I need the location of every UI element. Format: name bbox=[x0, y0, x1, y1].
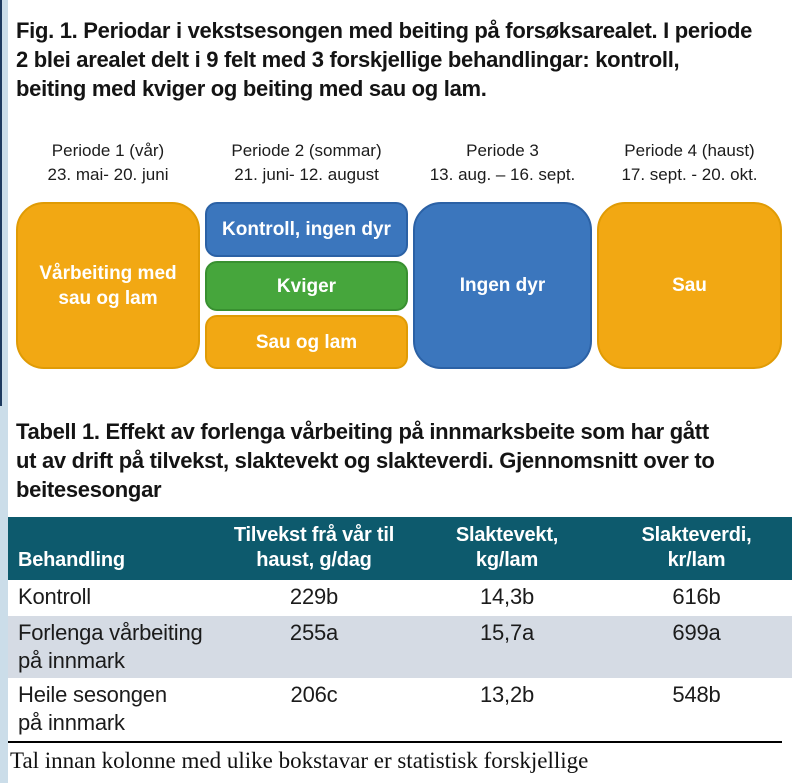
table-footnote: Tal innan kolonne med ulike bokstavar er… bbox=[8, 741, 782, 774]
cell-growth: 229b bbox=[289, 584, 339, 609]
figure-caption-line: 2 blei arealet delt i 9 felt med 3 forsk… bbox=[16, 47, 680, 72]
table-header-row: Behandling Tilvekst frå vår til haust, g… bbox=[8, 517, 792, 580]
cell-growth: 255a bbox=[215, 616, 413, 678]
table-caption-line: Tabell 1. Effekt av forlenga vårbeiting … bbox=[16, 419, 709, 444]
sau-og-lam-box: Sau og lam bbox=[205, 315, 408, 369]
table-row: Forlenga vårbeiting på innmark 255a 15,7… bbox=[8, 616, 792, 678]
cell-carcass-value: 548b bbox=[672, 682, 721, 707]
kviger-box: Kviger bbox=[205, 261, 408, 311]
period-4-column: Periode 4 (haust) 17. sept. - 20. okt. S… bbox=[597, 139, 782, 369]
cell-carcass-value: 699a bbox=[601, 616, 792, 678]
left-border-line bbox=[0, 0, 2, 406]
figure-caption-line: Fig. 1. Periodar i vekstsesongen med bei… bbox=[16, 18, 753, 43]
period-1-column: Periode 1 (vår) 23. mai- 20. juni Vårbei… bbox=[16, 139, 200, 369]
period-2-treatment-stack: Kontroll, ingen dyr Kviger Sau og lam bbox=[205, 202, 408, 369]
cell-carcass-weight: 15,7a bbox=[413, 616, 601, 678]
varbeiting-box: Vårbeiting med sau og lam bbox=[16, 202, 200, 369]
column-header-behandling: Behandling bbox=[8, 517, 215, 580]
column-header-slakteverdi: Slakteverdi, kr/lam bbox=[601, 517, 792, 580]
cell-treatment: Kontroll bbox=[18, 584, 91, 609]
table-row: Heile sesongen på innmark 206c 13,2b 548… bbox=[8, 678, 792, 741]
sau-box: Sau bbox=[597, 202, 782, 369]
table-caption-line: beitesesongar bbox=[16, 477, 162, 502]
table-caption-line: ut av drift på tilvekst, slaktevekt og s… bbox=[16, 448, 715, 473]
period-1-label: Periode 1 (vår) 23. mai- 20. juni bbox=[47, 141, 169, 184]
cell-carcass-weight: 14,3b bbox=[479, 584, 535, 609]
cell-carcass-value: 616b bbox=[672, 584, 721, 609]
treatments-results-table: Behandling Tilvekst frå vår til haust, g… bbox=[8, 517, 792, 741]
period-3-label: Periode 3 13. aug. – 16. sept. bbox=[429, 141, 576, 184]
grazing-periods-diagram: Periode 1 (vår) 23. mai- 20. juni Vårbei… bbox=[16, 139, 782, 369]
table-caption: Tabell 1. Effekt av forlenga vårbeiting … bbox=[16, 417, 792, 504]
ingen-dyr-box: Ingen dyr bbox=[413, 202, 592, 369]
period-3-column: Periode 3 13. aug. – 16. sept. Ingen dyr bbox=[413, 139, 592, 369]
left-accent-stripe bbox=[0, 0, 8, 783]
period-2-label: Periode 2 (sommar) 21. juni- 12. august bbox=[231, 141, 382, 184]
figure-caption-line: beiting med kviger og beiting med sau og… bbox=[16, 76, 487, 101]
cell-treatment: Heile sesongen på innmark bbox=[18, 682, 167, 735]
column-header-tilvekst: Tilvekst frå vår til haust, g/dag bbox=[215, 517, 413, 580]
cell-treatment: Forlenga vårbeiting på innmark bbox=[8, 616, 215, 678]
column-header-slaktevekt: Slaktevekt, kg/lam bbox=[413, 517, 601, 580]
period-2-column: Periode 2 (sommar) 21. juni- 12. august … bbox=[205, 139, 408, 369]
table-row: Kontroll 229b 14,3b 616b bbox=[8, 580, 792, 616]
page-content: Fig. 1. Periodar i vekstsesongen med bei… bbox=[8, 0, 792, 774]
period-4-label: Periode 4 (haust) 17. sept. - 20. okt. bbox=[621, 141, 758, 184]
cell-carcass-weight: 13,2b bbox=[479, 682, 535, 707]
figure-caption: Fig. 1. Periodar i vekstsesongen med bei… bbox=[16, 16, 792, 103]
kontroll-box: Kontroll, ingen dyr bbox=[205, 202, 408, 257]
cell-growth: 206c bbox=[290, 682, 338, 707]
